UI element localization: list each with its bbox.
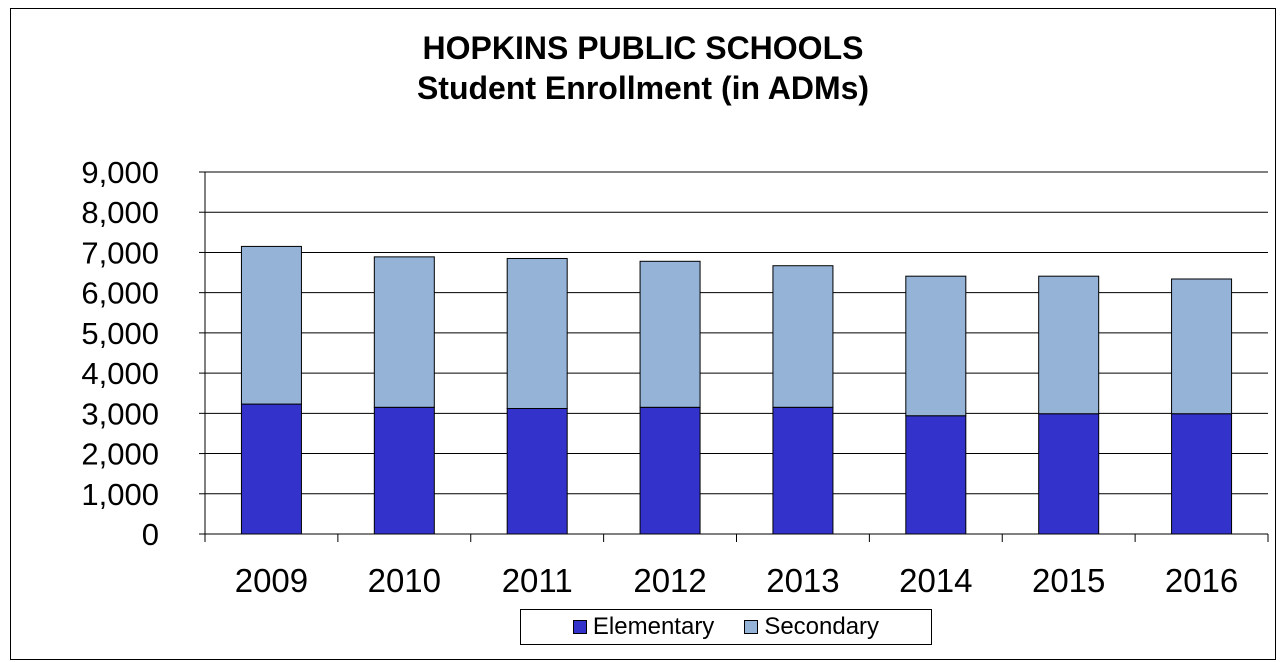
chart-title: HOPKINS PUBLIC SCHOOLS xyxy=(422,30,864,66)
legend-swatch-secondary xyxy=(744,620,759,634)
bar-secondary-2015 xyxy=(1038,275,1100,415)
y-tick-label: 3,000 xyxy=(81,396,159,431)
bar-secondary-2009 xyxy=(240,245,302,405)
y-tick-label: 6,000 xyxy=(81,276,159,311)
x-tick-label: 2009 xyxy=(235,562,308,599)
bar-secondary-2016 xyxy=(1171,278,1233,415)
legend-label-secondary: Secondary xyxy=(764,613,880,640)
bar-elementary-2009 xyxy=(240,403,302,535)
x-tick-label: 2010 xyxy=(368,562,441,599)
legend-item-elementary: Elementary xyxy=(572,613,715,641)
chart-title-block: HOPKINS PUBLIC SCHOOLS Student Enrollmen… xyxy=(0,28,1286,108)
bar-secondary-2011 xyxy=(506,257,568,410)
x-tick-label: 2014 xyxy=(899,562,972,599)
x-tick-label: 2011 xyxy=(502,562,573,599)
bar-secondary-2010 xyxy=(373,256,435,408)
bar-elementary-2016 xyxy=(1171,413,1233,535)
y-tick-label: 7,000 xyxy=(81,235,159,270)
y-tick-label: 9,000 xyxy=(81,155,159,190)
legend-swatch-elementary xyxy=(572,620,587,634)
bar-secondary-2013 xyxy=(772,265,834,408)
bar-elementary-2010 xyxy=(373,406,435,535)
chart-subtitle: Student Enrollment (in ADMs) xyxy=(416,70,870,106)
bar-elementary-2012 xyxy=(639,406,701,535)
y-tick-label: 5,000 xyxy=(81,316,159,351)
x-tick-label: 2016 xyxy=(1165,562,1238,599)
bar-elementary-2011 xyxy=(506,408,568,535)
legend-item-secondary: Secondary xyxy=(744,613,879,641)
y-tick-label: 4,000 xyxy=(81,356,159,391)
y-tick-label: 0 xyxy=(142,517,159,552)
chart-legend: Elementary Secondary xyxy=(520,609,932,645)
bar-elementary-2014 xyxy=(905,415,967,535)
x-tick-label: 2013 xyxy=(766,562,839,599)
y-tick-label: 8,000 xyxy=(81,195,159,230)
bar-elementary-2015 xyxy=(1038,413,1100,535)
bar-secondary-2014 xyxy=(905,275,967,417)
bar-secondary-2012 xyxy=(639,260,701,408)
y-tick-label: 2,000 xyxy=(81,437,159,472)
legend-label-elementary: Elementary xyxy=(592,613,715,640)
x-tick-label: 2012 xyxy=(633,562,706,599)
x-tick-label: 2015 xyxy=(1032,562,1105,599)
bar-elementary-2013 xyxy=(772,406,834,535)
y-tick-label: 1,000 xyxy=(81,477,159,512)
